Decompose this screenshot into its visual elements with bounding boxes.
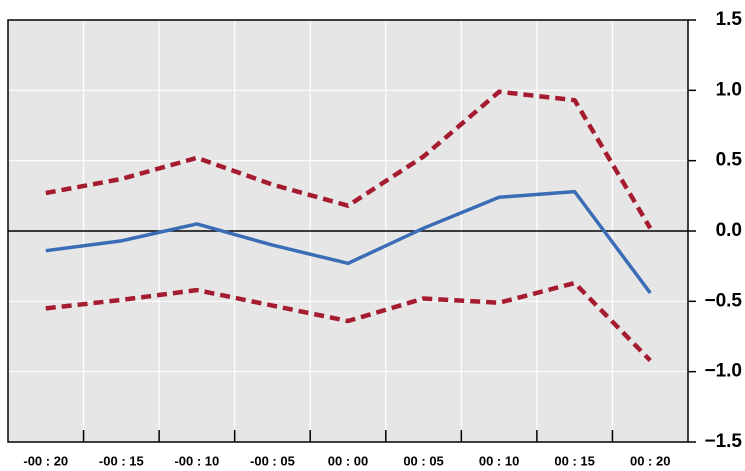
x-tick-label: -00 : 15 [99, 453, 144, 468]
y-tick-label: 1.5 [716, 9, 743, 30]
y-tick-label: −1.5 [704, 431, 742, 452]
x-tick-label: 00 : 00 [328, 453, 368, 468]
band-line [45, 89, 653, 230]
x-tick-label: 00 : 10 [479, 453, 519, 468]
band-line [45, 280, 652, 362]
y-tick-label: 0.5 [716, 150, 743, 171]
x-tick-label: 00 : 20 [630, 453, 670, 468]
x-tick-label: -00 : 20 [23, 453, 68, 468]
y-tick-label: 0.0 [716, 220, 742, 241]
y-tick-label: −0.5 [704, 290, 742, 311]
labels: 1.5 1.0 0.5 0.0 −0.5 −1.0 −1.5 -00 : 20 -00 : 15… [23, 9, 742, 468]
x-tick-label: -00 : 10 [174, 453, 219, 468]
x-tick-label: 00 : 05 [403, 453, 443, 468]
y-tick-label: −1.0 [704, 361, 742, 382]
lines [45, 89, 653, 362]
x-tick-label: 00 : 15 [554, 453, 594, 468]
series-line [45, 189, 652, 294]
x-tick-label: -00 : 05 [250, 453, 295, 468]
y-tick-label: 1.0 [716, 79, 742, 100]
